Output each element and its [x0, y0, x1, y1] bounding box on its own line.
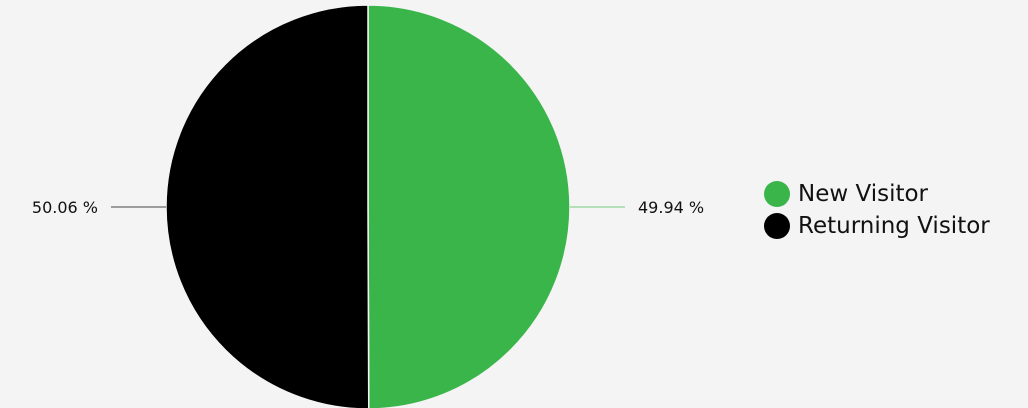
pie-slices — [165, 4, 571, 408]
legend-item-new-visitor[interactable]: New Visitor — [764, 178, 990, 210]
legend-swatch-new-visitor — [764, 181, 790, 207]
slice-labels: 49.94 % 50.06 % — [32, 198, 704, 217]
slice-label-new-visitor: 49.94 % — [638, 198, 704, 217]
legend: New Visitor Returning Visitor — [764, 178, 990, 242]
legend-swatch-returning-visitor — [764, 213, 790, 239]
slice-label-returning-visitor: 50.06 % — [32, 198, 98, 217]
pie-slice-new-visitor[interactable] — [367, 4, 571, 408]
legend-label-returning-visitor: Returning Visitor — [798, 213, 990, 239]
legend-label-new-visitor: New Visitor — [798, 181, 929, 207]
pie-slice-returning-visitor[interactable] — [165, 4, 370, 408]
legend-item-returning-visitor[interactable]: Returning Visitor — [764, 210, 990, 242]
